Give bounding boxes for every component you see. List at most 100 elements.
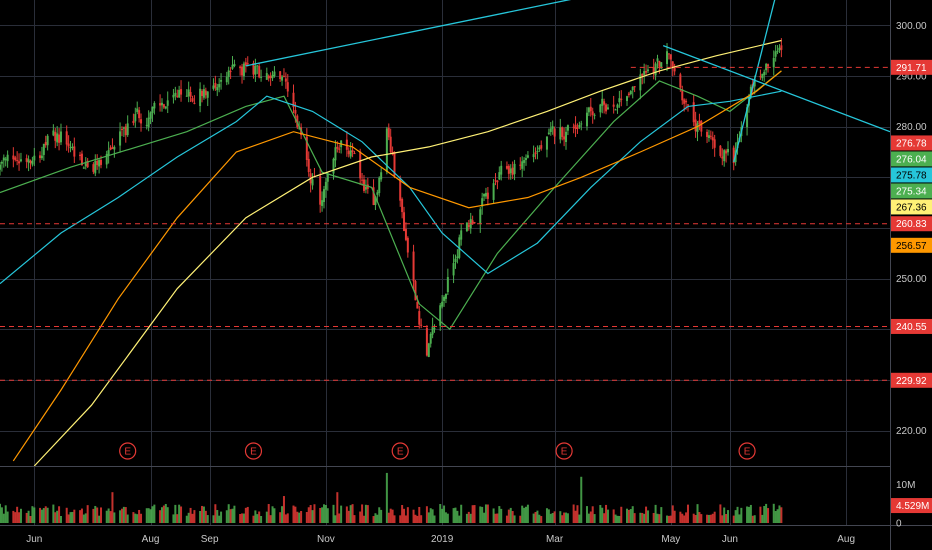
candle-body	[721, 156, 724, 159]
candle-body	[467, 224, 470, 227]
candle-body	[94, 160, 97, 174]
volume-bar	[52, 504, 55, 523]
volume-bar	[658, 514, 661, 523]
candle-body	[727, 149, 730, 153]
volume-bar	[340, 505, 343, 523]
candle-body	[494, 180, 497, 182]
volume-bar	[258, 511, 261, 523]
candle-body	[425, 327, 428, 356]
volume-bar	[620, 506, 623, 523]
volume-bar	[645, 506, 648, 523]
candle-body	[2, 157, 5, 161]
volume-bar	[412, 509, 415, 523]
volume-bar	[759, 506, 762, 523]
candle-body	[759, 76, 762, 78]
volume-bar	[389, 508, 392, 523]
volume-bar	[176, 514, 179, 523]
volume-bar	[185, 515, 188, 523]
price-badge-label: 256.57	[896, 241, 927, 252]
volume-bar	[225, 510, 228, 523]
candle-body	[187, 89, 190, 97]
volume-bar	[513, 515, 516, 523]
volume-bar	[446, 513, 449, 523]
candle-body	[29, 160, 32, 164]
volume-bar	[326, 508, 329, 523]
volume-bar	[498, 506, 501, 523]
candle-body	[431, 326, 434, 335]
volume-bar	[479, 506, 482, 523]
candle-body	[265, 73, 268, 80]
candle-body	[96, 160, 99, 166]
candle-body	[500, 165, 503, 175]
volume-bar	[140, 513, 143, 523]
volume-bar	[605, 504, 608, 523]
candle-body	[559, 127, 562, 140]
volume-bar	[132, 512, 135, 523]
candle-body	[732, 147, 735, 164]
volume-bar	[618, 515, 621, 523]
candles	[0, 38, 783, 358]
candle-body	[404, 228, 407, 240]
volume-bar	[281, 506, 284, 523]
volume-bar	[378, 507, 381, 523]
candle-body	[324, 181, 327, 190]
volume-bar	[361, 504, 364, 523]
candle-body	[694, 119, 697, 132]
candle-body	[460, 230, 463, 240]
candle-body	[164, 106, 167, 109]
volume-bar	[336, 492, 339, 523]
volume-bar	[31, 506, 34, 523]
volume-bar	[227, 504, 230, 523]
moving-averages	[0, 39, 782, 467]
volume-bar	[631, 506, 634, 523]
volume-bar	[486, 504, 489, 523]
volume-bar	[4, 505, 7, 523]
candle-body	[452, 263, 455, 276]
candle-body	[359, 151, 362, 179]
volume-bar	[403, 508, 406, 523]
price-badge	[891, 151, 932, 167]
volume-bars	[0, 472, 783, 523]
volume-bar	[33, 507, 36, 523]
volume-bar	[734, 510, 737, 523]
volume-bar	[656, 513, 659, 523]
volume-bar	[59, 515, 62, 523]
candle-body	[27, 159, 30, 163]
volume-bar	[458, 515, 461, 523]
volume-bar	[429, 508, 432, 523]
volume-bar	[145, 508, 148, 523]
volume-bar	[696, 504, 699, 523]
price-badge	[891, 237, 932, 253]
candle-body	[58, 134, 61, 143]
time-tick-label: Aug	[837, 534, 855, 545]
volume-bar	[719, 504, 722, 523]
volume-bar	[113, 512, 116, 523]
volume-bar	[572, 504, 575, 523]
candle-body	[509, 168, 512, 174]
volume-bar	[67, 514, 70, 523]
level-badge	[891, 216, 932, 232]
price-tick-label: 280.00	[896, 122, 927, 133]
volume-bar	[296, 511, 299, 523]
candle-body	[652, 67, 655, 74]
candle-body	[465, 222, 468, 232]
volume-bar	[252, 515, 255, 523]
volume-bar	[286, 513, 289, 523]
volume-bar	[187, 512, 190, 523]
candle-body	[429, 334, 432, 344]
candle-body	[40, 155, 43, 159]
volume-bar	[166, 507, 169, 523]
volume-bar	[313, 504, 316, 523]
candle-body	[86, 160, 89, 168]
volume-bar	[14, 512, 17, 523]
candle-body	[456, 256, 459, 259]
candle-body	[776, 50, 779, 52]
candle-body	[231, 64, 234, 69]
candle-body	[267, 75, 270, 79]
volume-bar	[492, 508, 495, 523]
candle-body	[389, 136, 392, 152]
candle-body	[54, 132, 57, 141]
candle-body	[599, 104, 602, 113]
